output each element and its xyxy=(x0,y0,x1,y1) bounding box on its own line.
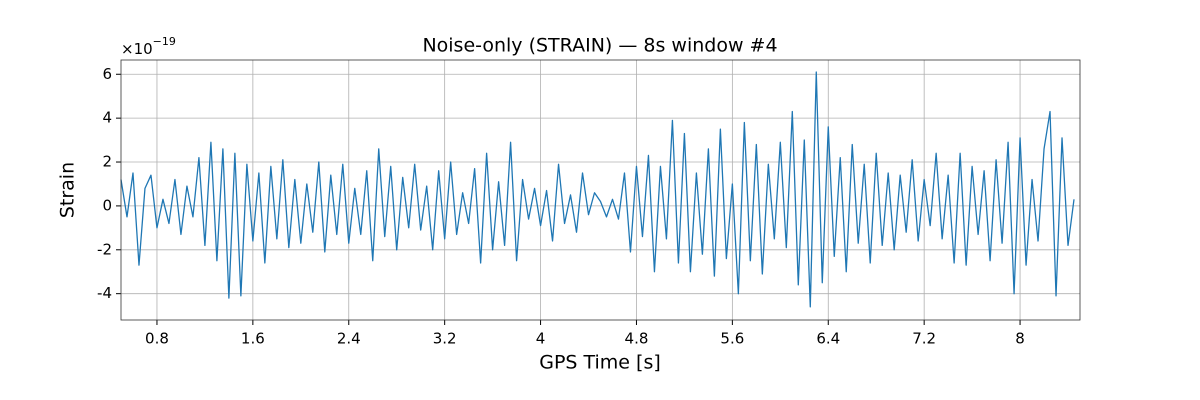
y-axis-label: Strain xyxy=(57,162,79,218)
y-tick-label: 6 xyxy=(102,65,112,83)
x-tick-label: 3.2 xyxy=(433,330,457,348)
x-tick-label: 2.4 xyxy=(337,330,361,348)
x-tick-label: 0.8 xyxy=(145,330,169,348)
x-tick-label: 4.8 xyxy=(625,330,649,348)
strain-line xyxy=(120,71,1075,308)
y-tick-label: 0 xyxy=(102,196,112,214)
x-tick-label: 1.6 xyxy=(241,330,265,348)
x-tick-label: 5.6 xyxy=(720,330,744,348)
x-tick-label: 7.2 xyxy=(912,330,936,348)
x-tick-label: 6.4 xyxy=(816,330,840,348)
y-tick-label: -4 xyxy=(97,284,112,302)
x-tick-label: 8 xyxy=(1015,330,1025,348)
y-tick-label: 4 xyxy=(102,109,112,127)
x-tick-label: 4 xyxy=(536,330,546,348)
offset-exponent: −19 xyxy=(153,35,176,48)
plot-frame xyxy=(120,59,1081,321)
y-tick-label: -2 xyxy=(97,240,112,258)
y-tick-label: 2 xyxy=(102,153,112,171)
offset-base: ×10 xyxy=(121,40,153,58)
chart-title: Noise-only (STRAIN) — 8s window #4 xyxy=(422,35,777,57)
x-axis-label: GPS Time [s] xyxy=(539,352,661,374)
y-offset-text: ×10−19 xyxy=(121,35,176,58)
